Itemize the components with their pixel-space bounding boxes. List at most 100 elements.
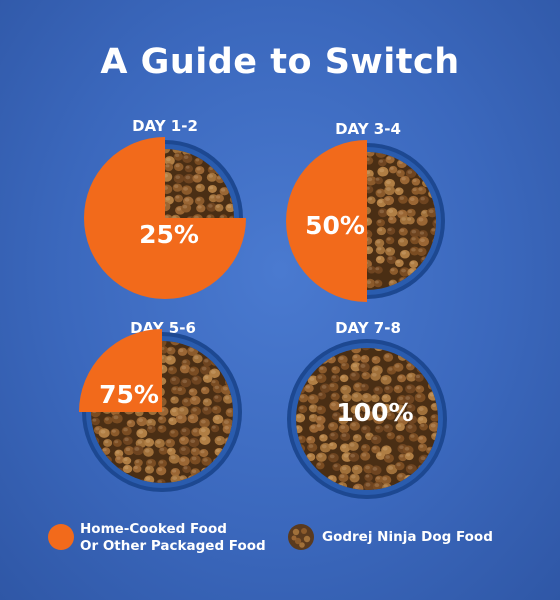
kibble <box>200 386 210 395</box>
kibble <box>371 356 381 364</box>
kibble <box>214 475 225 483</box>
kibble <box>165 355 176 365</box>
kibble <box>360 348 371 351</box>
kibble <box>320 442 331 453</box>
kibble <box>373 386 383 395</box>
kibble <box>364 411 375 421</box>
kibble <box>315 373 327 384</box>
kibble <box>370 394 380 403</box>
kibble <box>178 456 190 466</box>
kibble <box>298 152 307 157</box>
kibble <box>199 365 211 375</box>
kibble <box>173 173 185 184</box>
kibble <box>405 423 417 434</box>
kibble <box>307 348 317 352</box>
kibble <box>215 149 226 156</box>
kibble <box>425 482 436 490</box>
kibble <box>396 169 405 178</box>
kibble <box>170 467 181 477</box>
kibble <box>375 255 385 264</box>
day-label-1: DAY 1-2 <box>132 117 198 135</box>
kibble <box>350 362 362 372</box>
kibble <box>136 416 148 427</box>
legend-home-line2: Or Other Packaged Food <box>80 538 266 554</box>
kibble <box>349 473 360 483</box>
kibble <box>144 465 155 474</box>
kibble <box>432 218 436 229</box>
kibble <box>91 341 99 347</box>
kibble <box>338 473 349 482</box>
kibble <box>430 227 436 236</box>
kibble <box>394 187 404 196</box>
kibble <box>373 414 385 425</box>
kibble <box>146 418 156 428</box>
kibble <box>188 388 198 396</box>
kibble <box>219 187 230 196</box>
kibble <box>91 475 100 483</box>
kibble <box>428 422 438 432</box>
kibble <box>406 403 416 412</box>
kibble <box>405 168 417 178</box>
kibble <box>397 374 407 383</box>
kibble <box>177 347 188 356</box>
kibble <box>400 249 410 259</box>
kibble <box>214 435 226 446</box>
percent-label-2: 50% <box>305 211 365 240</box>
kibble <box>146 425 156 434</box>
kibble <box>373 279 383 288</box>
kibble <box>145 458 157 468</box>
kibble <box>308 404 318 413</box>
kibble <box>298 405 308 414</box>
kibble <box>367 266 376 274</box>
kibble <box>182 465 192 474</box>
kibble <box>338 423 350 434</box>
kibble <box>179 436 189 445</box>
kibble <box>296 355 304 365</box>
kibble <box>179 364 191 374</box>
kibble <box>409 260 419 269</box>
kibble <box>430 414 438 422</box>
kibble <box>365 152 375 157</box>
kibble <box>122 436 133 446</box>
kibble <box>386 464 398 475</box>
kibble <box>319 383 331 393</box>
kibble <box>405 464 417 474</box>
kibble <box>132 465 142 473</box>
kibble <box>429 472 438 481</box>
kibble <box>226 164 234 172</box>
kibble <box>377 166 389 177</box>
kibble <box>375 451 386 460</box>
kibble <box>317 391 327 400</box>
kibble <box>417 435 427 444</box>
kibble <box>370 371 381 381</box>
kibble <box>340 432 351 441</box>
kibble <box>331 366 341 374</box>
kibble <box>385 155 395 164</box>
kibble <box>213 394 223 403</box>
orange-legend-icon <box>48 524 74 550</box>
kibble <box>402 445 414 455</box>
kibble <box>176 386 187 396</box>
kibble <box>415 485 425 490</box>
kibble <box>187 413 199 424</box>
kibble <box>328 453 339 463</box>
kibble <box>414 392 426 403</box>
kibble <box>399 267 411 277</box>
kibble <box>318 365 328 374</box>
kibble <box>431 168 436 179</box>
kibble <box>383 453 394 463</box>
legend-ninja: Godrej Ninja Dog Food <box>322 529 493 545</box>
kibble <box>181 397 193 407</box>
kibble <box>349 371 360 381</box>
kibble <box>409 228 421 238</box>
kibble <box>192 354 203 364</box>
kibble <box>332 463 342 472</box>
kibble <box>102 478 113 483</box>
kibble <box>328 382 339 392</box>
kibble <box>209 368 220 379</box>
kibble <box>97 275 108 285</box>
kibble <box>405 384 416 394</box>
kibble <box>417 415 428 425</box>
kibble <box>360 403 371 413</box>
kibble <box>408 195 419 206</box>
